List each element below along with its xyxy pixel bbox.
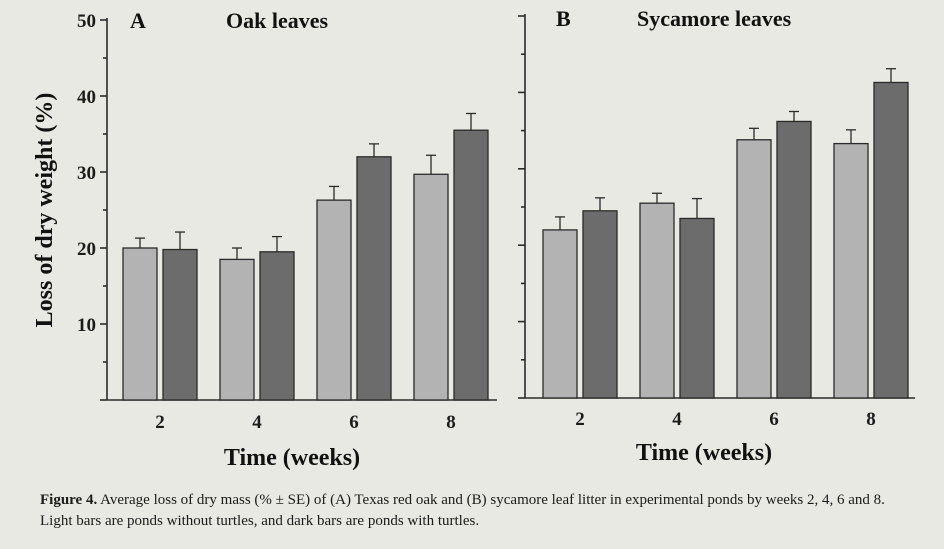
bar-b-week6-series2 xyxy=(776,120,812,399)
panel-title: Sycamore leaves xyxy=(637,6,792,31)
x-tick-label: 6 xyxy=(769,409,779,430)
x-tick-label: 4 xyxy=(672,409,682,430)
bar-a-week4-series2 xyxy=(259,251,295,401)
x-tick-label: 2 xyxy=(575,409,585,430)
bar-b-week4-series1 xyxy=(639,202,675,399)
bar-a-week6-series2 xyxy=(356,156,392,401)
x-axis-title-a: Time (weeks) xyxy=(224,445,360,471)
panel-letter: A xyxy=(130,8,146,33)
bar-b-week2-series1 xyxy=(542,229,578,399)
x-tick-label: 8 xyxy=(446,412,456,433)
bar-a-week2-series1 xyxy=(122,247,158,401)
panel-b-sycamore: 2 4 6 8 B Sycamore leaves xyxy=(518,6,915,430)
bar-b-week8-series1 xyxy=(833,142,869,399)
bar-a-week6-series1 xyxy=(316,199,352,401)
caption-label: Figure 4. xyxy=(40,492,98,508)
panel-letter: B xyxy=(556,6,571,31)
x-axis-title-b: Time (weeks) xyxy=(636,440,772,466)
chart-figure: 10 20 30 40 50 2 4 6 8 A Oak leaves 2 4 6 8 B Sycamore … xyxy=(32,6,915,471)
y-tick-label: 20 xyxy=(77,239,96,260)
x-tick-label: 2 xyxy=(155,412,165,433)
bar-a-week8-series1 xyxy=(413,173,449,401)
panel-a-oak: 10 20 30 40 50 2 4 6 8 A Oak leaves xyxy=(77,8,497,433)
bar-a-week4-series1 xyxy=(219,258,255,401)
y-tick-label: 40 xyxy=(77,87,96,108)
bar-b-week6-series1 xyxy=(736,139,772,399)
bar-a-week8-series2 xyxy=(453,129,489,401)
figure-caption: Figure 4. Average loss of dry mass (% ± … xyxy=(40,490,920,532)
bar-b-week8-series2 xyxy=(873,81,909,399)
y-tick-label: 10 xyxy=(77,315,96,336)
bar-a-week2-series2 xyxy=(162,248,198,401)
x-tick-label: 6 xyxy=(349,412,359,433)
y-tick-label: 50 xyxy=(77,11,96,32)
y-tick-label: 30 xyxy=(77,163,96,184)
panel-title: Oak leaves xyxy=(226,8,328,33)
x-tick-label: 8 xyxy=(866,409,876,430)
bar-b-week2-series2 xyxy=(582,210,618,399)
bar-b-week4-series2 xyxy=(679,217,715,399)
caption-text: Average loss of dry mass (% ± SE) of (A)… xyxy=(40,492,885,529)
x-tick-label: 4 xyxy=(252,412,262,433)
y-axis-title: Loss of dry weight (%) xyxy=(32,93,58,328)
